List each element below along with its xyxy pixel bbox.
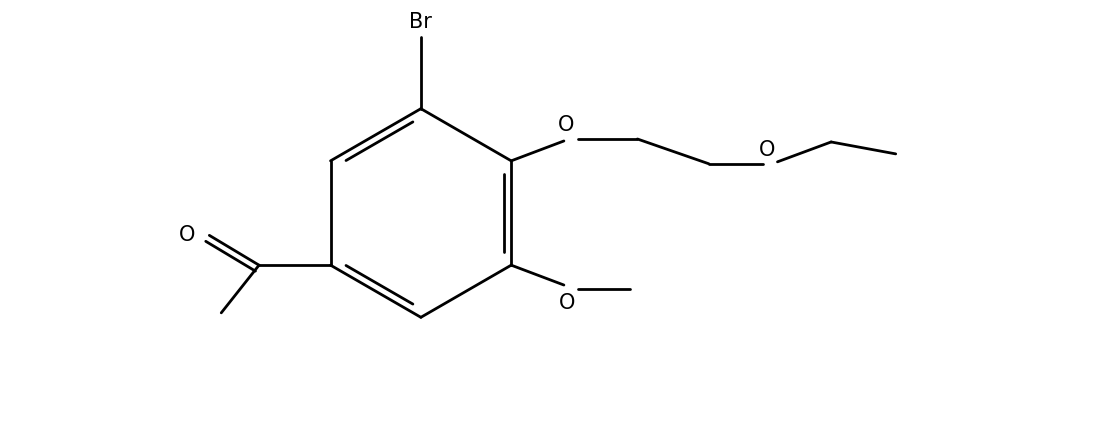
Text: Br: Br <box>409 12 433 32</box>
Text: O: O <box>558 293 575 313</box>
Text: O: O <box>759 140 776 160</box>
Text: O: O <box>179 225 196 245</box>
Text: O: O <box>558 115 574 135</box>
